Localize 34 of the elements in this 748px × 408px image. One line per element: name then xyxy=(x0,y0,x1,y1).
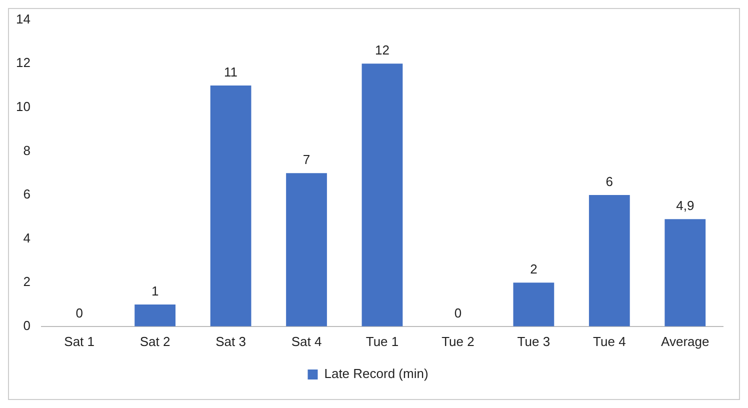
data-label: 2 xyxy=(530,262,538,277)
data-label: 1 xyxy=(151,284,159,299)
data-label: 6 xyxy=(606,174,614,190)
y-tick-label: 2 xyxy=(23,274,30,290)
y-tick-label: 4 xyxy=(23,230,30,246)
y-tick-label: 14 xyxy=(16,11,30,26)
x-tick-label: Tue 1 xyxy=(366,334,399,349)
y-tick-label: 0 xyxy=(23,318,30,333)
data-label: 12 xyxy=(374,42,390,58)
bar xyxy=(664,219,706,326)
data-label: 7 xyxy=(302,152,310,168)
data-label: 0 xyxy=(76,305,83,320)
bar xyxy=(362,64,403,326)
x-tick-label: Average xyxy=(661,334,710,349)
bar xyxy=(588,195,630,326)
data-label: 0 xyxy=(454,305,462,320)
x-tick-label: Sat 1 xyxy=(64,334,95,349)
x-tick-label: Sat 4 xyxy=(291,334,322,349)
x-tick-label: Tue 4 xyxy=(593,334,626,349)
y-tick-label: 8 xyxy=(23,142,30,158)
bar xyxy=(286,173,327,326)
legend-label: Late Record (min) xyxy=(324,366,428,382)
bar xyxy=(134,304,176,326)
x-tick-label: Sat 3 xyxy=(216,334,246,349)
x-tick-label: Tue 3 xyxy=(517,334,550,349)
bar xyxy=(210,86,252,326)
x-tick-label: Tue 2 xyxy=(442,334,474,349)
y-tick-label: 12 xyxy=(16,55,30,70)
y-tick-label: 10 xyxy=(16,98,30,114)
data-label: 4,9 xyxy=(676,198,694,214)
y-tick-label: 6 xyxy=(23,186,30,202)
x-tick-label: Sat 2 xyxy=(140,334,170,349)
bar xyxy=(513,282,554,326)
data-label: 11 xyxy=(224,64,238,80)
